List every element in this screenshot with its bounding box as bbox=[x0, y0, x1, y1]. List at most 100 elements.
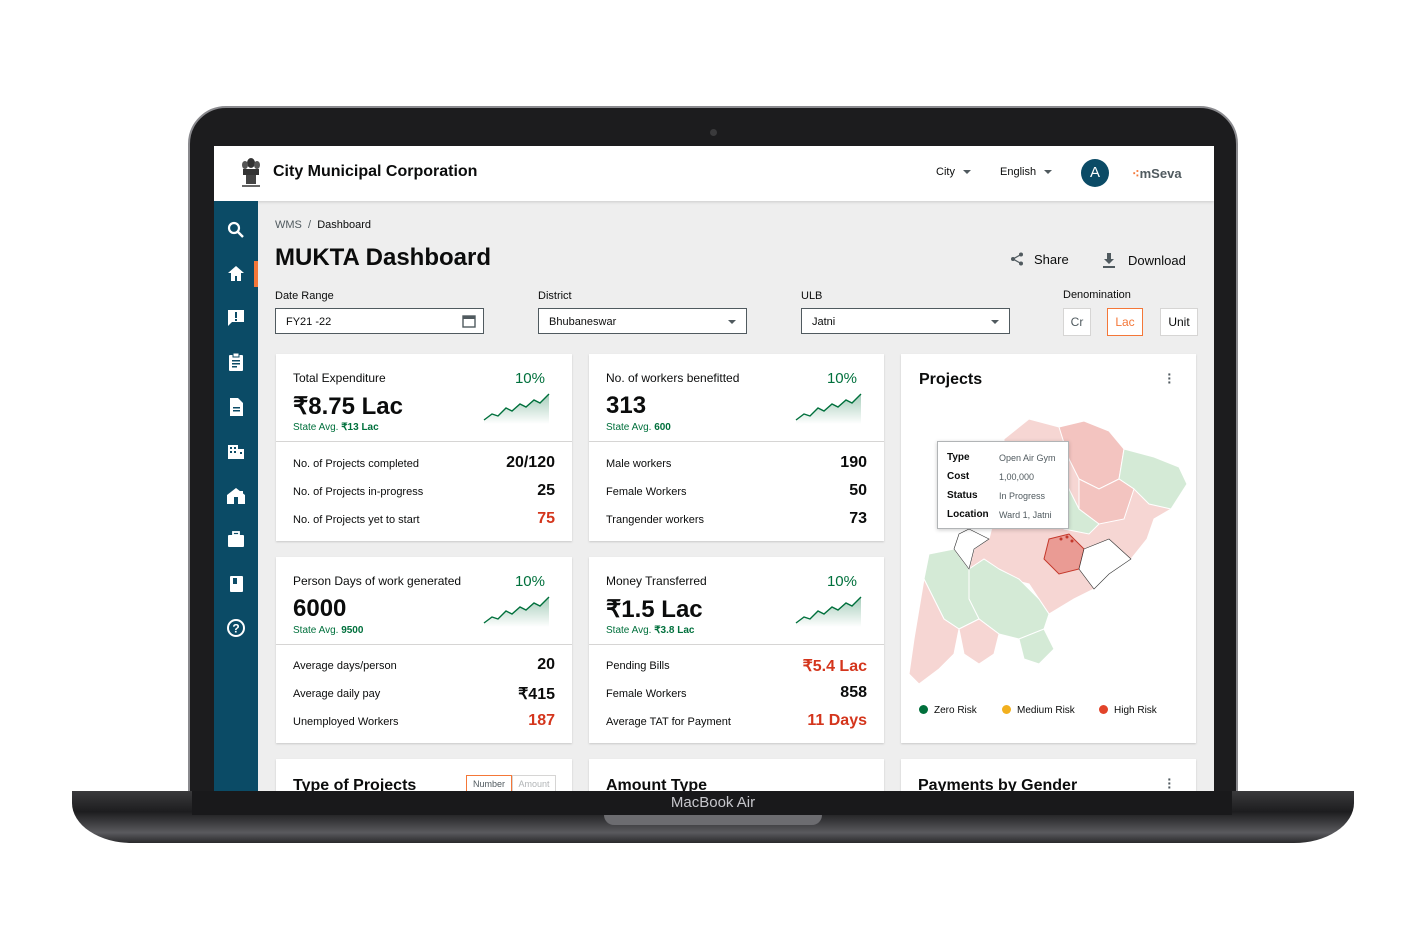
metric-label: Unemployed Workers bbox=[293, 716, 399, 728]
more-options-icon[interactable]: · · · bbox=[1167, 771, 1172, 791]
screen: City Municipal Corporation City English … bbox=[214, 146, 1214, 791]
chevron-down-icon bbox=[991, 320, 999, 324]
trend-up-icon bbox=[795, 596, 862, 627]
tooltip-key: Location bbox=[947, 509, 989, 520]
chevron-down-icon bbox=[962, 170, 971, 175]
kpi-trend-pct: 10% bbox=[826, 573, 857, 590]
kpi-value: 6000 bbox=[293, 595, 347, 622]
metric-value: 75 bbox=[537, 510, 555, 527]
denomination-label: Denomination bbox=[1063, 289, 1131, 301]
kpi-card-total-expenditure: Total Expenditure ₹8.75 Lac State Avg. ₹… bbox=[276, 354, 572, 541]
property-icon[interactable] bbox=[226, 485, 246, 505]
avatar[interactable]: A bbox=[1081, 159, 1109, 187]
share-button[interactable]: Share bbox=[1010, 252, 1069, 267]
language-select[interactable]: English bbox=[1000, 166, 1053, 178]
tooltip-value: Ward 1, Jatni bbox=[999, 510, 1052, 520]
kpi-trend-pct: 10% bbox=[514, 370, 545, 387]
metric-value: 20/120 bbox=[506, 454, 555, 471]
district-map[interactable] bbox=[909, 409, 1191, 689]
kpi-state-avg: State Avg. 9500 bbox=[293, 625, 364, 636]
tooltip-key: Cost bbox=[947, 471, 970, 482]
breadcrumb-separator: / bbox=[308, 219, 312, 231]
kpi-value: ₹8.75 Lac bbox=[293, 393, 404, 420]
building-icon[interactable] bbox=[226, 441, 246, 461]
kpi-trend-pct: 10% bbox=[514, 573, 545, 590]
book-icon[interactable] bbox=[226, 574, 246, 594]
divider bbox=[589, 644, 884, 645]
card-title: Type of Projects bbox=[293, 777, 417, 791]
kpi-title: No. of workers benefitted bbox=[606, 371, 740, 385]
clipboard-icon[interactable] bbox=[226, 352, 246, 372]
toggle-number[interactable]: Number bbox=[466, 775, 512, 791]
breadcrumb-root[interactable]: WMS bbox=[275, 219, 302, 231]
laptop-notch bbox=[604, 815, 822, 825]
more-options-icon[interactable]: · · · bbox=[1167, 366, 1172, 390]
ulb-label: ULB bbox=[801, 290, 823, 302]
type-of-projects-card: Type of Projects Number Amount bbox=[276, 759, 572, 791]
city-select[interactable]: City bbox=[936, 166, 971, 178]
metric-label: Average days/person bbox=[293, 660, 397, 672]
home-icon[interactable] bbox=[226, 264, 246, 284]
metric-label: Average TAT for Payment bbox=[606, 716, 731, 728]
help-icon[interactable]: ? bbox=[226, 618, 246, 638]
divider bbox=[276, 441, 572, 442]
kpi-state-avg: State Avg. ₹13 Lac bbox=[293, 422, 379, 433]
denomination-cr[interactable]: Cr bbox=[1063, 308, 1091, 336]
laptop-hinge bbox=[192, 791, 1232, 815]
download-icon bbox=[1103, 253, 1115, 268]
svg-text:?: ? bbox=[232, 622, 239, 636]
metric-label: No. of Projects completed bbox=[293, 458, 419, 470]
kpi-card-money-transferred: Money Transferred ₹1.5 Lac State Avg. ₹3… bbox=[589, 557, 884, 743]
metric-label: Pending Bills bbox=[606, 660, 670, 672]
metric-value: ₹5.4 Lac bbox=[802, 658, 867, 675]
tooltip-value: Open Air Gym bbox=[999, 453, 1056, 463]
download-button[interactable]: Download bbox=[1102, 252, 1186, 268]
page-title: MUKTA Dashboard bbox=[275, 244, 491, 271]
chevron-down-icon bbox=[728, 320, 736, 324]
brand-logo: ⁖mSeva bbox=[1132, 166, 1182, 181]
divider bbox=[589, 441, 884, 442]
district-select[interactable]: Bhubaneswar bbox=[538, 308, 747, 334]
document-icon[interactable] bbox=[226, 397, 246, 417]
tooltip-value: In Progress bbox=[999, 491, 1046, 501]
metric-value: 73 bbox=[849, 510, 867, 527]
tooltip-key: Type bbox=[947, 452, 970, 463]
search-icon[interactable] bbox=[226, 220, 246, 240]
projects-map-card: Projects · · · Type Open Air Gym bbox=[901, 354, 1196, 743]
breadcrumb-current: Dashboard bbox=[317, 219, 372, 231]
kpi-state-avg: State Avg. ₹3.8 Lac bbox=[606, 625, 695, 636]
active-indicator bbox=[254, 261, 258, 287]
metric-label: No. of Projects yet to start bbox=[293, 514, 420, 526]
kpi-title: Money Transferred bbox=[606, 574, 707, 588]
kpi-card-workers: No. of workers benefitted 313 State Avg.… bbox=[589, 354, 884, 541]
card-title: Amount Type bbox=[606, 777, 708, 791]
trend-up-icon bbox=[483, 393, 550, 424]
kpi-card-person-days: Person Days of work generated 6000 State… bbox=[276, 557, 572, 743]
legend-zero-risk: Zero Risk bbox=[919, 705, 977, 716]
device-label: MacBook Air bbox=[670, 794, 756, 811]
breadcrumb: WMS / Dashboard bbox=[275, 219, 371, 231]
main-content: WMS / Dashboard MUKTA Dashboard Share Do… bbox=[258, 201, 1214, 791]
tooltip-value: 1,00,000 bbox=[999, 472, 1035, 482]
metric-label: No. of Projects in-progress bbox=[293, 486, 424, 498]
legend-dot-icon bbox=[1002, 705, 1011, 714]
divider bbox=[276, 644, 572, 645]
amount-type-card: Amount Type bbox=[589, 759, 884, 791]
ulb-select[interactable]: Jatni bbox=[801, 308, 1010, 334]
payments-by-gender-card: Payments by Gender · · · bbox=[901, 759, 1196, 791]
toggle-amount[interactable]: Amount bbox=[512, 775, 556, 791]
trend-up-icon bbox=[795, 393, 862, 424]
complaint-icon[interactable] bbox=[226, 308, 246, 328]
metric-value: 190 bbox=[840, 454, 867, 471]
denomination-lac[interactable]: Lac bbox=[1107, 308, 1143, 336]
legend-high-risk: High Risk bbox=[1099, 705, 1157, 716]
date-range-input[interactable]: FY21 -22 bbox=[275, 308, 484, 334]
briefcase-icon[interactable] bbox=[226, 529, 246, 549]
legend-medium-risk: Medium Risk bbox=[1002, 705, 1075, 716]
metric-label: Average daily pay bbox=[293, 688, 381, 700]
denomination-unit[interactable]: Unit bbox=[1160, 308, 1198, 336]
card-title: Projects bbox=[919, 371, 983, 388]
metric-value: 858 bbox=[840, 684, 867, 701]
metric-label: Female Workers bbox=[606, 486, 687, 498]
legend-dot-icon bbox=[919, 705, 928, 714]
